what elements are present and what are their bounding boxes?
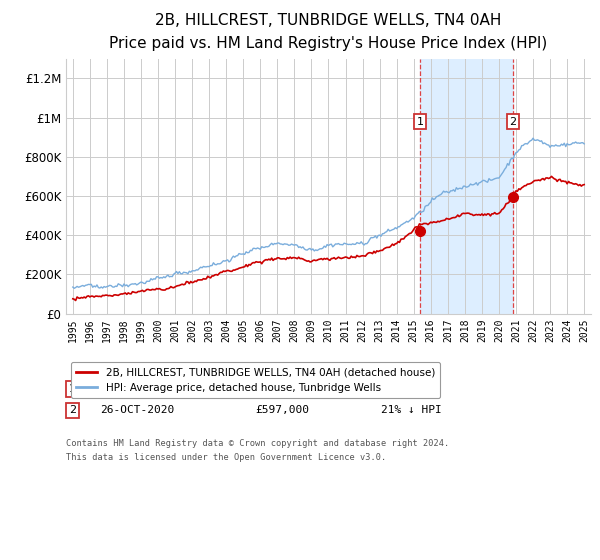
Title: 2B, HILLCREST, TUNBRIDGE WELLS, TN4 0AH
Price paid vs. HM Land Registry's House : 2B, HILLCREST, TUNBRIDGE WELLS, TN4 0AH … bbox=[109, 13, 548, 51]
Text: £423,000: £423,000 bbox=[255, 384, 309, 394]
Text: 31% ↓ HPI: 31% ↓ HPI bbox=[381, 384, 442, 394]
Text: 1: 1 bbox=[69, 384, 76, 394]
Text: 21% ↓ HPI: 21% ↓ HPI bbox=[381, 405, 442, 416]
Text: 26-OCT-2020: 26-OCT-2020 bbox=[100, 405, 175, 416]
Legend: 2B, HILLCREST, TUNBRIDGE WELLS, TN4 0AH (detached house), HPI: Average price, de: 2B, HILLCREST, TUNBRIDGE WELLS, TN4 0AH … bbox=[71, 362, 440, 398]
Text: 2: 2 bbox=[69, 405, 76, 416]
Text: Contains HM Land Registry data © Crown copyright and database right 2024.: Contains HM Land Registry data © Crown c… bbox=[66, 439, 449, 448]
Bar bbox=[420, 59, 513, 314]
Text: 1: 1 bbox=[417, 116, 424, 127]
Text: £597,000: £597,000 bbox=[255, 405, 309, 416]
Text: 2: 2 bbox=[509, 116, 517, 127]
Text: 22-MAY-2015: 22-MAY-2015 bbox=[100, 384, 175, 394]
Text: This data is licensed under the Open Government Licence v3.0.: This data is licensed under the Open Gov… bbox=[66, 453, 386, 462]
